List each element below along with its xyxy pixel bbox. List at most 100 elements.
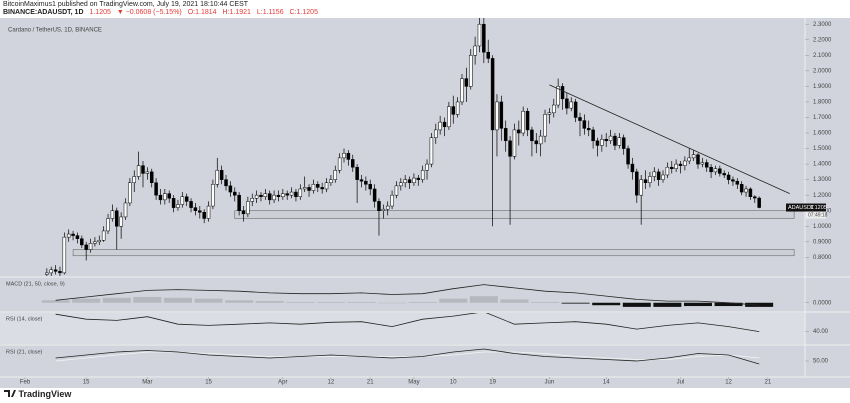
y-tick-label: 1.3000 (813, 177, 832, 183)
histogram-bar (378, 302, 407, 304)
candle-body (267, 193, 272, 201)
histogram-bar (683, 302, 712, 307)
candle-body (508, 140, 512, 157)
candle-body (704, 162, 709, 168)
y-tick-label: 1.0000 (813, 224, 832, 230)
candle-body (604, 138, 608, 142)
histogram-bar (255, 301, 284, 303)
candle-body (530, 129, 534, 142)
candle-body (385, 205, 390, 210)
candle-body (744, 188, 748, 193)
candle-body (193, 207, 198, 211)
candle-body (407, 179, 412, 183)
candle-body (294, 191, 298, 197)
candle-body (202, 212, 206, 219)
trendline (549, 84, 790, 194)
candle-body (163, 193, 167, 201)
histogram-bar (622, 302, 651, 307)
x-tick-label: 15 (83, 380, 90, 386)
symbol-line: BINANCE:ADAUSDT, 1D 1.1205 ▼ −0.0608 (−5… (3, 9, 322, 17)
candle-body (434, 129, 438, 138)
candle-body (420, 170, 425, 180)
y-tick-label: 1.8000 (813, 100, 832, 106)
x-tick-label: 10 (450, 380, 457, 386)
histogram-bar (316, 301, 345, 303)
indicator-line (55, 313, 760, 332)
candle-body (753, 196, 757, 199)
y-tick-label: 0.0000 (813, 300, 832, 306)
y-tick-label: 1.9000 (813, 84, 832, 90)
candle-body (630, 163, 635, 173)
candle-body (346, 152, 351, 160)
candle-body (75, 235, 80, 239)
candle-body (167, 193, 171, 199)
candle-body (665, 166, 670, 176)
axes: 0.80000.90001.00001.10001.20001.30001.40… (20, 22, 832, 386)
candle-body (757, 197, 761, 208)
candle-body (351, 159, 355, 168)
candle-body (517, 129, 521, 134)
candle-body (246, 201, 250, 215)
candle-body (390, 194, 394, 207)
candle-body (525, 111, 530, 131)
x-tick-label: 14 (603, 380, 610, 386)
candle-body (543, 114, 547, 137)
indicator-title: MACD (21, 50, close, 9) (6, 281, 65, 287)
candle-body (739, 184, 744, 193)
candle-body (438, 121, 442, 131)
candle-body (652, 171, 657, 177)
candle-body (538, 135, 543, 145)
candle-body (643, 179, 648, 183)
candle-body (324, 182, 329, 190)
candle-body (316, 184, 320, 188)
candle-body (97, 240, 102, 243)
candle-body (62, 236, 67, 274)
candle-body (110, 210, 115, 219)
candle-body (573, 101, 578, 118)
histogram-bar (469, 296, 498, 303)
candle-body (586, 128, 591, 131)
x-tick-label: Jul (677, 380, 685, 386)
x-tick-label: Apr (278, 380, 287, 386)
y-tick-label: 0.9000 (813, 239, 832, 245)
candle-body (329, 179, 333, 183)
candle-body (403, 179, 407, 183)
indicator-title: RSI (14, close) (6, 316, 43, 322)
y-tick-label: 0.8000 (813, 255, 832, 261)
x-tick-label: Jun (545, 380, 555, 386)
candle-body (648, 176, 652, 183)
y-tick-label: 1.5000 (813, 146, 832, 152)
histogram-bar (439, 298, 468, 303)
candle-body (661, 174, 665, 180)
y-tick-label: 1.2000 (813, 193, 832, 199)
candle-body (722, 173, 726, 176)
indicator-pane (55, 313, 760, 332)
candle-body (608, 135, 613, 142)
histogram-bar (102, 297, 131, 303)
candle-body (499, 101, 504, 129)
candle-body (709, 166, 713, 173)
candle-body (748, 188, 753, 197)
candle-body (425, 163, 429, 171)
candle-body (355, 166, 359, 180)
candle-body (735, 180, 740, 185)
histogram-bar (500, 299, 529, 303)
x-tick-label: 21 (367, 380, 374, 386)
candle-body (219, 170, 224, 180)
histogram-bar (653, 302, 682, 307)
candle-body (691, 154, 696, 159)
y-tick-label: 2.0000 (813, 68, 832, 74)
candle-body (442, 121, 447, 128)
candle-body (591, 129, 595, 142)
candle-body (578, 117, 582, 121)
candle-body (377, 201, 381, 211)
histogram-bar (347, 301, 376, 303)
candle-body (123, 202, 128, 218)
candle-body (158, 194, 163, 201)
candle-body (176, 204, 180, 208)
candle-body (88, 243, 93, 250)
candle-body (394, 185, 399, 196)
candle-body (503, 128, 508, 142)
candle-body (582, 120, 587, 129)
